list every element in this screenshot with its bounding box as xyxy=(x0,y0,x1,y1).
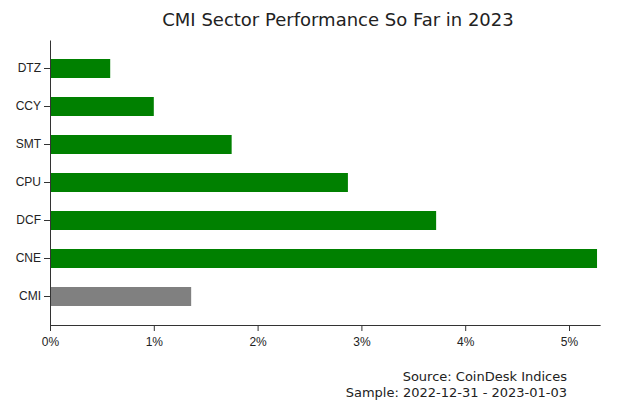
y-tick-mark xyxy=(44,144,50,145)
y-tick: DTZ xyxy=(18,61,50,75)
chart: CMI Sector Performance So Far in 2023 0% 1… xyxy=(0,0,621,410)
y-tick-label: DTZ xyxy=(18,61,41,75)
y-tick: SMT xyxy=(16,137,50,151)
y-tick-label: DCF xyxy=(16,213,41,227)
y-tick: CMI xyxy=(19,289,50,303)
x-tick-mark xyxy=(154,325,155,331)
bar xyxy=(50,97,154,116)
x-tick-mark xyxy=(569,325,570,331)
y-tick-mark xyxy=(44,182,50,183)
y-tick: CNE xyxy=(16,251,50,265)
y-tick-label: CPU xyxy=(16,175,41,189)
x-tick-label: 2% xyxy=(249,335,267,349)
y-tick-label: CMI xyxy=(19,289,41,303)
x-tick-mark xyxy=(361,325,362,331)
y-tick-mark xyxy=(44,68,50,69)
x-tick: 0% xyxy=(42,325,60,349)
y-tick-mark xyxy=(44,296,50,297)
x-tick-label: 1% xyxy=(146,335,164,349)
bar xyxy=(50,287,191,306)
bar xyxy=(50,249,597,268)
annotation: Sample: 2022-12-31 - 2023-01-03 xyxy=(346,385,567,400)
x-axis: 0% 1% 2% 3% 4% 5% xyxy=(42,325,601,349)
x-tick: 4% xyxy=(457,325,475,349)
y-tick-label: CNE xyxy=(16,251,41,265)
y-tick: CPU xyxy=(16,175,50,189)
y-tick-mark xyxy=(44,106,50,107)
x-tick-mark xyxy=(465,325,466,331)
bar xyxy=(50,211,436,230)
y-tick-label: CCY xyxy=(16,99,41,113)
bar xyxy=(50,173,348,192)
y-axis: DTZ CCY SMT CPU DCF CNE CMI xyxy=(16,41,51,326)
x-tick: 3% xyxy=(353,325,371,349)
x-tick: 5% xyxy=(561,325,579,349)
x-tick-label: 4% xyxy=(457,335,475,349)
y-tick-label: SMT xyxy=(16,137,42,151)
bar xyxy=(50,59,110,78)
x-tick-label: 0% xyxy=(42,335,60,349)
x-tick-mark xyxy=(258,325,259,331)
y-tick-mark xyxy=(44,220,50,221)
x-tick-label: 5% xyxy=(561,335,579,349)
y-tick-mark xyxy=(44,258,50,259)
x-tick-mark xyxy=(50,325,51,331)
x-tick-label: 3% xyxy=(353,335,371,349)
y-tick: CCY xyxy=(16,99,50,113)
x-tick: 1% xyxy=(146,325,164,349)
y-axis-line xyxy=(50,41,51,326)
bars xyxy=(50,59,597,306)
x-tick: 2% xyxy=(249,325,267,349)
bar xyxy=(50,135,232,154)
annotation: Source: CoinDesk Indices xyxy=(403,369,568,384)
x-axis-line xyxy=(51,325,601,326)
title: CMI Sector Performance So Far in 2023 xyxy=(162,9,513,30)
y-tick: DCF xyxy=(16,213,50,227)
